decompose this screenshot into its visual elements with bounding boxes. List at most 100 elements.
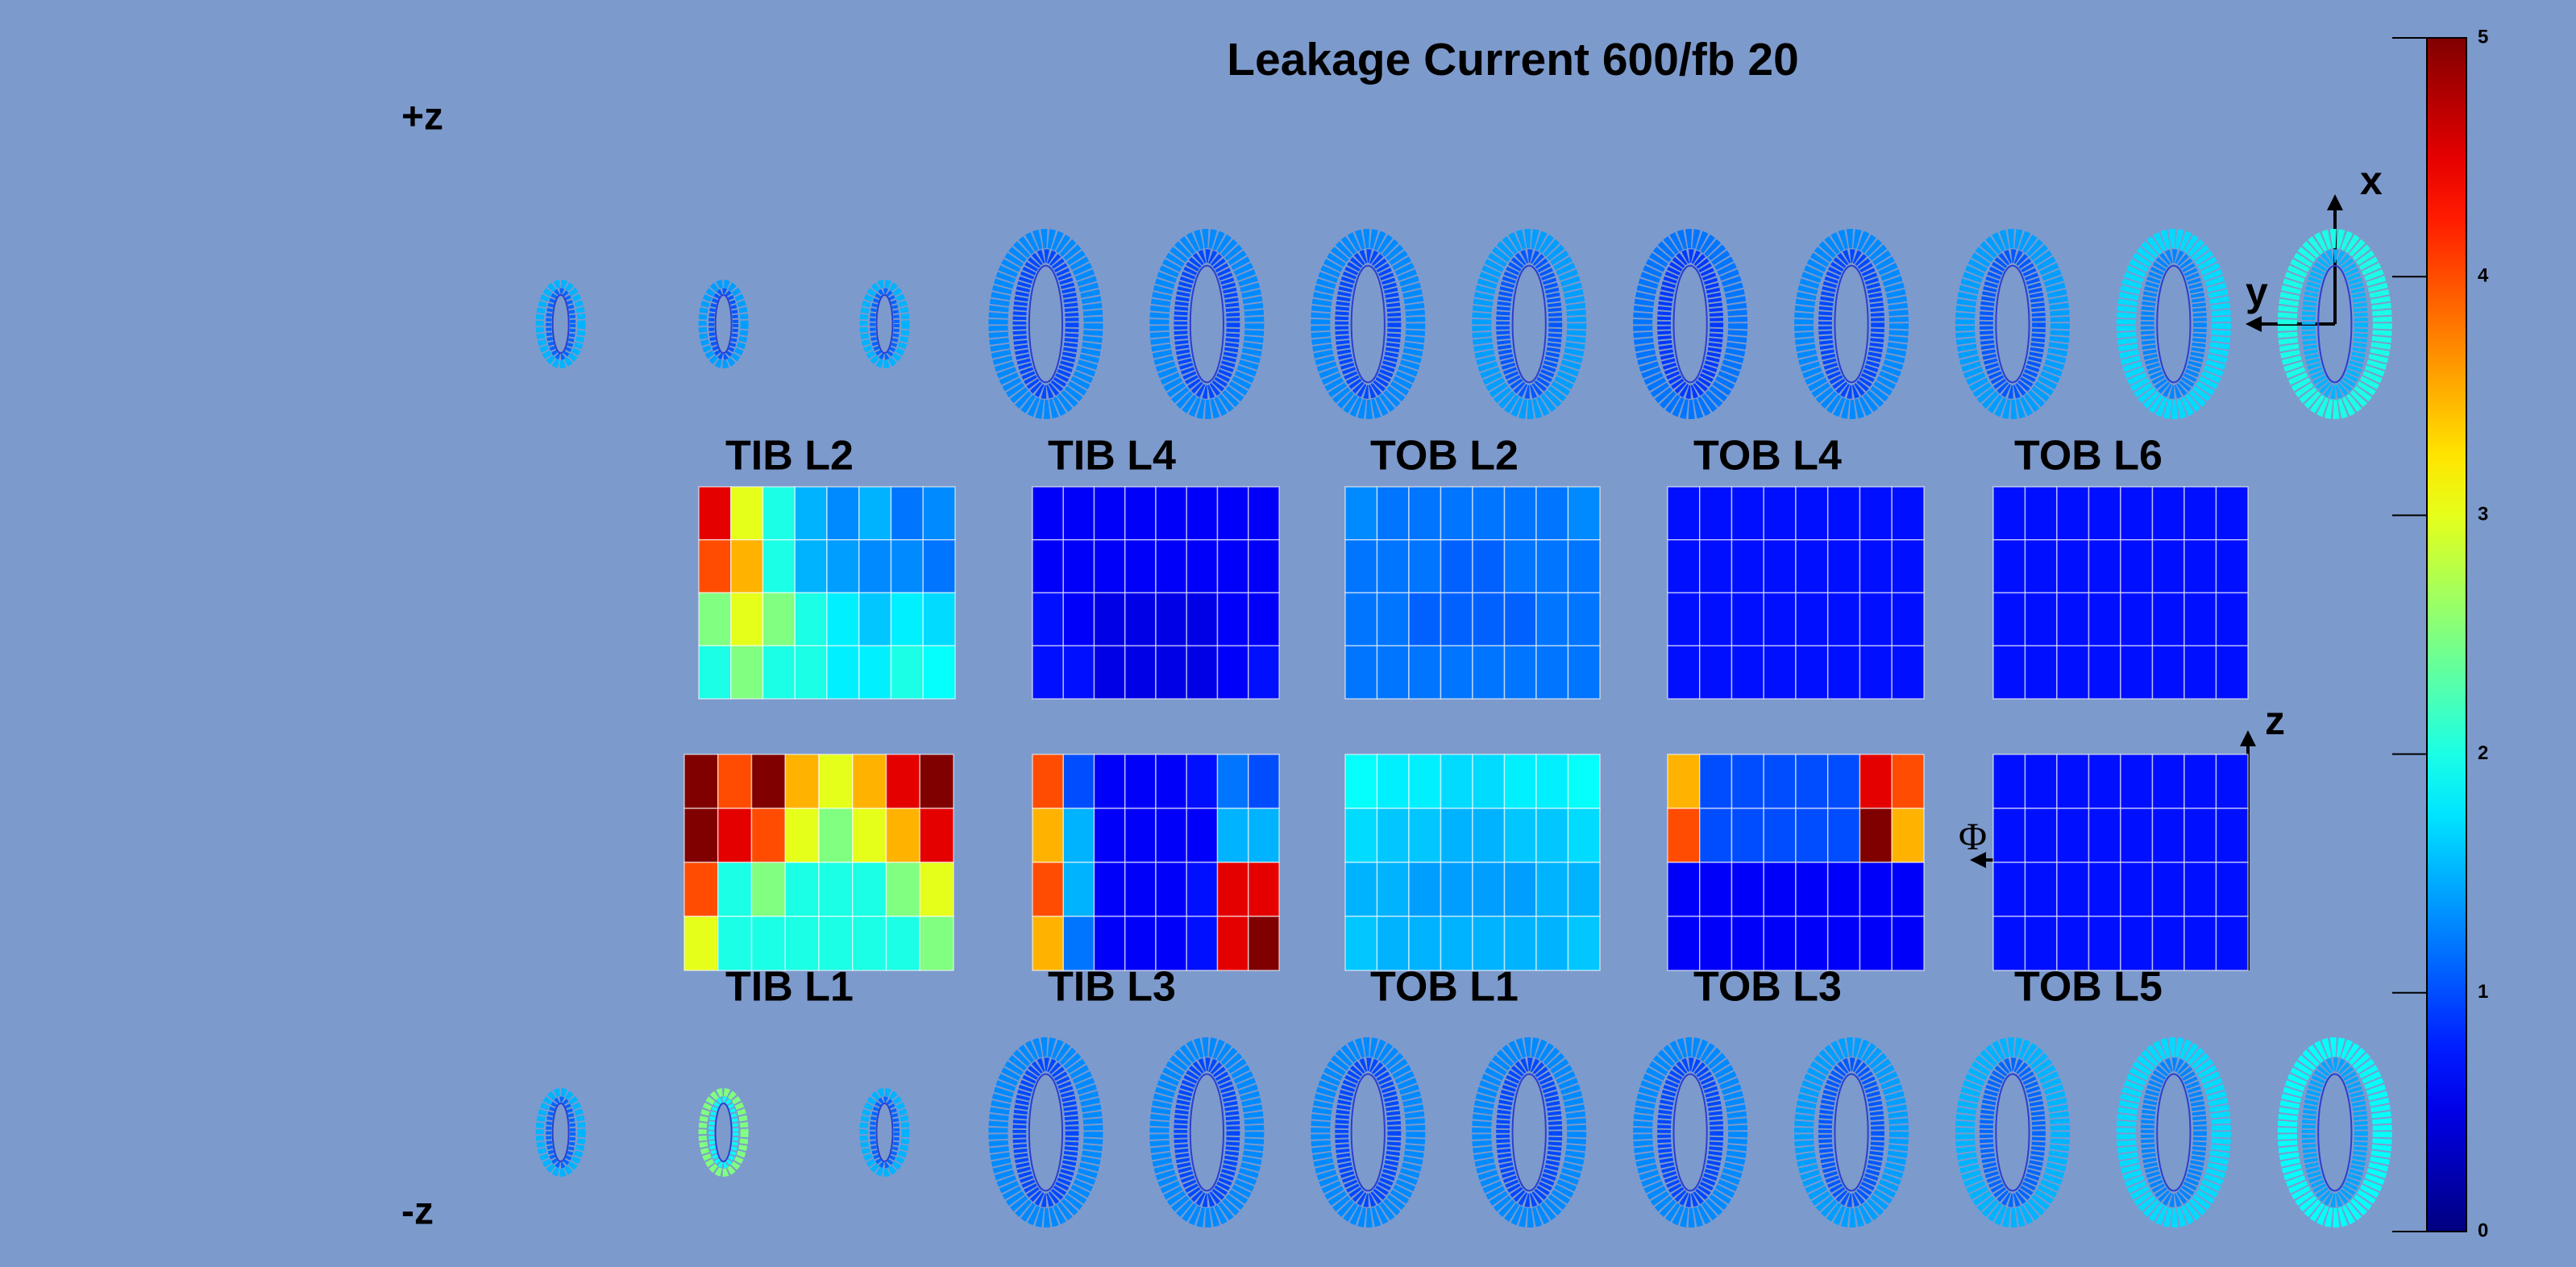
colorbar-tick-label: 5 — [2478, 26, 2488, 48]
panel-cell — [2024, 592, 2058, 646]
panel-cell — [2151, 916, 2185, 971]
panel-cell — [1535, 592, 1569, 646]
panel-cell — [1795, 862, 1829, 917]
panel-cell — [1827, 916, 1861, 971]
ring-inner-band — [708, 288, 739, 360]
ring-inner-band — [546, 288, 576, 360]
panel-cell — [1093, 754, 1126, 809]
panel-cell — [1891, 486, 1925, 541]
panel-cell — [1535, 754, 1569, 809]
panel-cell — [2056, 808, 2090, 863]
panel-cell — [1730, 645, 1764, 700]
panel-cell — [1763, 592, 1797, 646]
panel-cell — [2024, 486, 2058, 541]
panel-cell — [750, 916, 786, 971]
panel-cell — [1859, 539, 1893, 594]
panel-cell — [698, 592, 732, 646]
panel-cell — [852, 916, 887, 971]
colorbar-tick-label: 0 — [2478, 1219, 2488, 1241]
panel-cell — [1408, 645, 1442, 700]
panel-cell — [1535, 539, 1569, 594]
ring — [698, 1088, 749, 1177]
panel-cell — [1730, 916, 1764, 971]
panel-cell — [1859, 486, 1893, 541]
ring-hole-edge — [1995, 1073, 2030, 1192]
panel-cell — [1186, 808, 1219, 863]
panel-cell — [1567, 916, 1601, 971]
panel-cell — [1124, 592, 1157, 646]
panel-cell — [784, 808, 820, 863]
ring — [1311, 229, 1426, 419]
ring — [535, 1088, 586, 1177]
panel-cell — [1891, 808, 1925, 863]
panel-cell — [1763, 539, 1797, 594]
panel-cell — [1248, 592, 1280, 646]
ring-outer-band — [535, 280, 586, 368]
panel-cell — [922, 645, 956, 700]
ring — [1472, 229, 1587, 419]
panel-cell — [1408, 592, 1442, 646]
panel-cell — [2120, 486, 2154, 541]
panel-cell — [698, 539, 732, 594]
panel-cell — [1408, 539, 1442, 594]
ring — [1633, 1037, 1748, 1228]
ring — [1794, 1037, 1909, 1228]
panel-cell — [1891, 916, 1925, 971]
ring-hole-edge — [714, 1103, 733, 1162]
panel-cell — [1124, 808, 1157, 863]
panel-cell — [1344, 808, 1378, 863]
panel-cell — [2151, 592, 2185, 646]
ring-hole-edge — [1028, 264, 1064, 384]
panel-cell — [858, 486, 892, 541]
panel-cell — [1186, 862, 1219, 917]
panel-cell — [890, 539, 924, 594]
panel-cell — [2215, 539, 2249, 594]
panel-cell — [2215, 754, 2249, 809]
panel-cell — [2088, 539, 2121, 594]
ring — [859, 280, 910, 368]
panel-cell — [762, 486, 796, 541]
ring — [535, 280, 586, 368]
panel-cell — [1376, 862, 1410, 917]
panel-cell — [2183, 592, 2217, 646]
panel-cell — [2120, 645, 2154, 700]
panel-cell — [1795, 808, 1829, 863]
panel-cell — [1408, 486, 1442, 541]
panel-cell — [919, 916, 954, 971]
panel-cell — [1216, 592, 1249, 646]
panel-cell — [2056, 592, 2090, 646]
ring-hole-edge — [1511, 1073, 1547, 1192]
panel-cell — [1344, 645, 1378, 700]
panel-cell — [1795, 539, 1829, 594]
panel-cell — [2183, 862, 2217, 917]
ring-inner-band — [1818, 249, 1885, 399]
panel-cell — [1535, 486, 1569, 541]
panel-cell — [2088, 486, 2121, 541]
panel-cell — [1062, 486, 1095, 541]
panel-cell — [2088, 862, 2121, 917]
panel-cell — [683, 916, 719, 971]
ring-inner-band — [708, 1096, 739, 1169]
panel-cell — [1992, 808, 2026, 863]
panel-label: TOB L2 — [1370, 433, 1519, 480]
ring-outer-band — [1955, 1037, 2070, 1228]
panel-cell — [1408, 754, 1442, 809]
ring-outer-band — [698, 1088, 749, 1177]
panel-cell — [2183, 486, 2217, 541]
ring-outer-band — [698, 280, 749, 368]
panel-cell — [1730, 592, 1764, 646]
ring-outer-band — [1955, 229, 2070, 419]
panel-cell — [2120, 862, 2154, 917]
panel-cell — [1440, 645, 1473, 700]
ring — [1794, 229, 1909, 419]
panel-cell — [1216, 645, 1249, 700]
panel-cell — [1155, 539, 1187, 594]
panel-cell — [1155, 754, 1187, 809]
panel-cell — [885, 754, 920, 809]
panel-cell — [2215, 645, 2249, 700]
panel-cell — [1376, 486, 1410, 541]
panel-cell — [683, 754, 719, 809]
panel-cell — [794, 592, 828, 646]
panel-cell — [1795, 486, 1829, 541]
panel-cell — [1186, 539, 1219, 594]
